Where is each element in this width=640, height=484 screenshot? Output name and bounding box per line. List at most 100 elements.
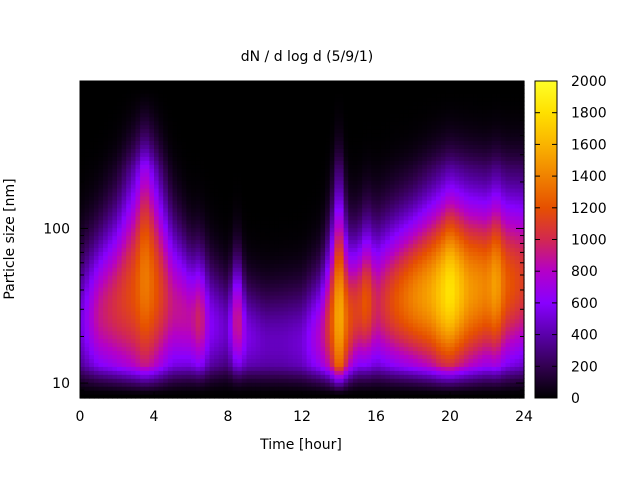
heatmap-cell [204,235,211,241]
heatmap-cell [204,259,211,264]
heatmap-cell [181,144,187,149]
heatmap-cell [343,291,349,296]
heatmap-cell [274,100,280,106]
heatmap-cell [218,306,224,312]
heatmap-cell [195,362,201,367]
heatmap-cell [154,271,160,276]
heatmap-cell [191,366,197,371]
heatmap-cell [325,172,331,177]
heatmap-cell [255,164,261,169]
heatmap-cell [223,227,229,233]
heatmap-cell [103,136,109,142]
heatmap-cell [232,215,238,221]
heatmap-cell [163,219,169,225]
heatmap-cell [352,132,359,138]
heatmap-cell [255,342,261,348]
heatmap-cell [209,346,215,352]
heatmap-cell [315,152,322,157]
heatmap-cell [311,148,317,153]
heatmap-cell [84,243,90,249]
heatmap-cell [204,239,211,245]
heatmap-cell [144,382,150,387]
heatmap-cell [283,366,289,371]
heatmap-cell [325,195,331,201]
heatmap-cell [339,342,345,348]
heatmap-cell [320,271,326,276]
heatmap-cell [292,104,298,110]
heatmap-cell [89,88,95,94]
heatmap-cell [265,314,271,320]
heatmap-cell [334,199,340,205]
heatmap-cell [320,354,326,359]
heatmap-cell [306,318,312,324]
heatmap-cell [297,100,303,106]
heatmap-cell [200,124,206,130]
heatmap-cell [237,191,243,197]
heatmap-cell [163,306,169,312]
heatmap-cell [325,370,331,375]
heatmap-cell [117,100,123,106]
heatmap-cell [80,346,86,352]
heatmap-cell [103,227,109,233]
heatmap-cell [274,128,280,134]
heatmap-cell [297,160,303,165]
heatmap-cell [140,156,146,161]
heatmap-cell [274,314,280,320]
heatmap-cell [204,370,211,375]
heatmap-cell [274,275,280,280]
heatmap-cell [149,160,155,165]
heatmap-cell [269,207,275,213]
heatmap-cell [163,195,169,201]
heatmap-cell [339,148,345,153]
heatmap-cell [181,294,187,300]
heatmap-cell [89,370,95,375]
heatmap-cell [181,172,187,177]
heatmap-cell [237,231,243,237]
heatmap-cell [292,199,298,205]
heatmap-cell [237,108,243,114]
heatmap-cell [195,366,201,371]
heatmap-cell [274,160,280,165]
heatmap-cell [154,81,160,86]
heatmap-cell [306,283,312,288]
heatmap-cell [288,184,294,189]
heatmap-cell [121,318,127,324]
heatmap-cell [172,231,178,237]
heatmap-cell [325,318,331,324]
heatmap-cell [112,334,118,340]
heatmap-cell [130,394,137,399]
heatmap-cell [306,92,312,98]
heatmap-cell [89,96,95,102]
heatmap-cell [177,136,183,142]
heatmap-cell [288,294,294,300]
heatmap-cell [84,219,90,225]
heatmap-cell [260,378,266,383]
heatmap-cell [283,132,289,138]
heatmap-cell [80,322,86,328]
heatmap-cell [311,116,317,122]
heatmap-cell [292,92,298,98]
heatmap-cell [292,358,298,363]
heatmap-cell [84,378,90,383]
heatmap-cell [121,342,127,348]
heatmap-cell [214,156,220,161]
heatmap-cell [163,164,169,169]
heatmap-cell [186,227,192,233]
heatmap-cell [140,235,146,241]
heatmap-cell [302,81,308,86]
heatmap-cell [228,84,234,90]
heatmap-cell [320,338,326,344]
heatmap-cell [195,227,201,233]
heatmap-cell [260,366,266,371]
heatmap-cell [181,259,187,264]
heatmap-cell [149,279,155,284]
heatmap-cell [315,298,322,304]
heatmap-cell [292,211,298,217]
heatmap-cell [343,342,349,348]
heatmap-cell [283,180,289,185]
heatmap-cell [366,382,372,387]
heatmap-cell [218,382,224,387]
heatmap-cell [163,96,169,102]
heatmap-cell [98,156,104,161]
heatmap-cell [325,187,331,193]
